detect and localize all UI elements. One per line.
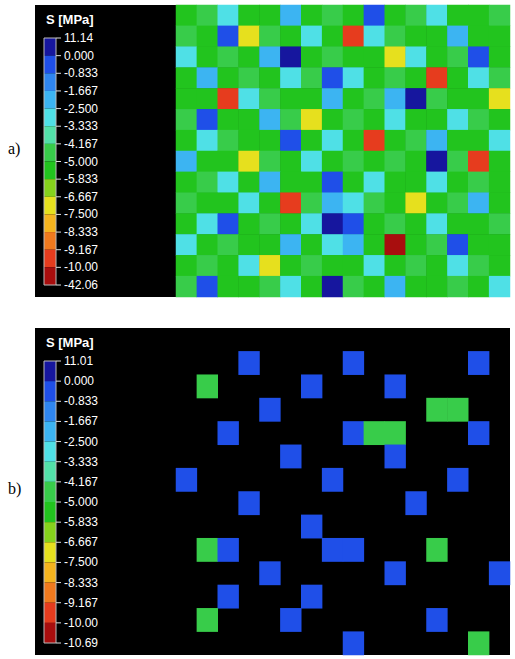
svg-text:S [MPa]: S [MPa]: [46, 335, 94, 350]
svg-text:11.01: 11.01: [64, 354, 93, 368]
svg-text:0.000: 0.000: [64, 49, 94, 63]
svg-text:-8.333: -8.333: [64, 225, 98, 239]
svg-text:a): a): [8, 140, 20, 158]
svg-text:11.14: 11.14: [64, 31, 93, 45]
svg-text:-9.167: -9.167: [64, 596, 98, 610]
svg-text:-5.833: -5.833: [64, 515, 98, 529]
svg-text:S [MPa]: S [MPa]: [46, 12, 94, 27]
svg-text:-3.333: -3.333: [64, 455, 98, 469]
svg-text:-10.00: -10.00: [64, 260, 98, 274]
svg-text:-2.500: -2.500: [64, 435, 98, 449]
svg-text:-5.833: -5.833: [64, 172, 98, 186]
svg-text:-2.500: -2.500: [64, 102, 98, 116]
svg-text:-42.06: -42.06: [64, 278, 98, 292]
svg-text:b): b): [8, 480, 21, 498]
svg-text:-1.667: -1.667: [64, 414, 98, 428]
svg-text:-3.333: -3.333: [64, 119, 98, 133]
svg-text:-7.500: -7.500: [64, 207, 98, 221]
svg-text:-1.667: -1.667: [64, 84, 98, 98]
svg-text:-6.667: -6.667: [64, 535, 98, 549]
svg-text:-7.500: -7.500: [64, 555, 98, 569]
svg-text:-4.167: -4.167: [64, 137, 98, 151]
svg-text:-6.667: -6.667: [64, 190, 98, 204]
svg-text:0.000: 0.000: [64, 374, 94, 388]
svg-text:-0.833: -0.833: [64, 66, 98, 80]
svg-text:-5.000: -5.000: [64, 155, 98, 169]
svg-text:-10.69: -10.69: [64, 636, 98, 650]
svg-text:-0.833: -0.833: [64, 394, 98, 408]
svg-text:-5.000: -5.000: [64, 495, 98, 509]
svg-text:-10.00: -10.00: [64, 616, 98, 630]
svg-text:-4.167: -4.167: [64, 475, 98, 489]
svg-text:-9.167: -9.167: [64, 243, 98, 257]
svg-text:-8.333: -8.333: [64, 576, 98, 590]
